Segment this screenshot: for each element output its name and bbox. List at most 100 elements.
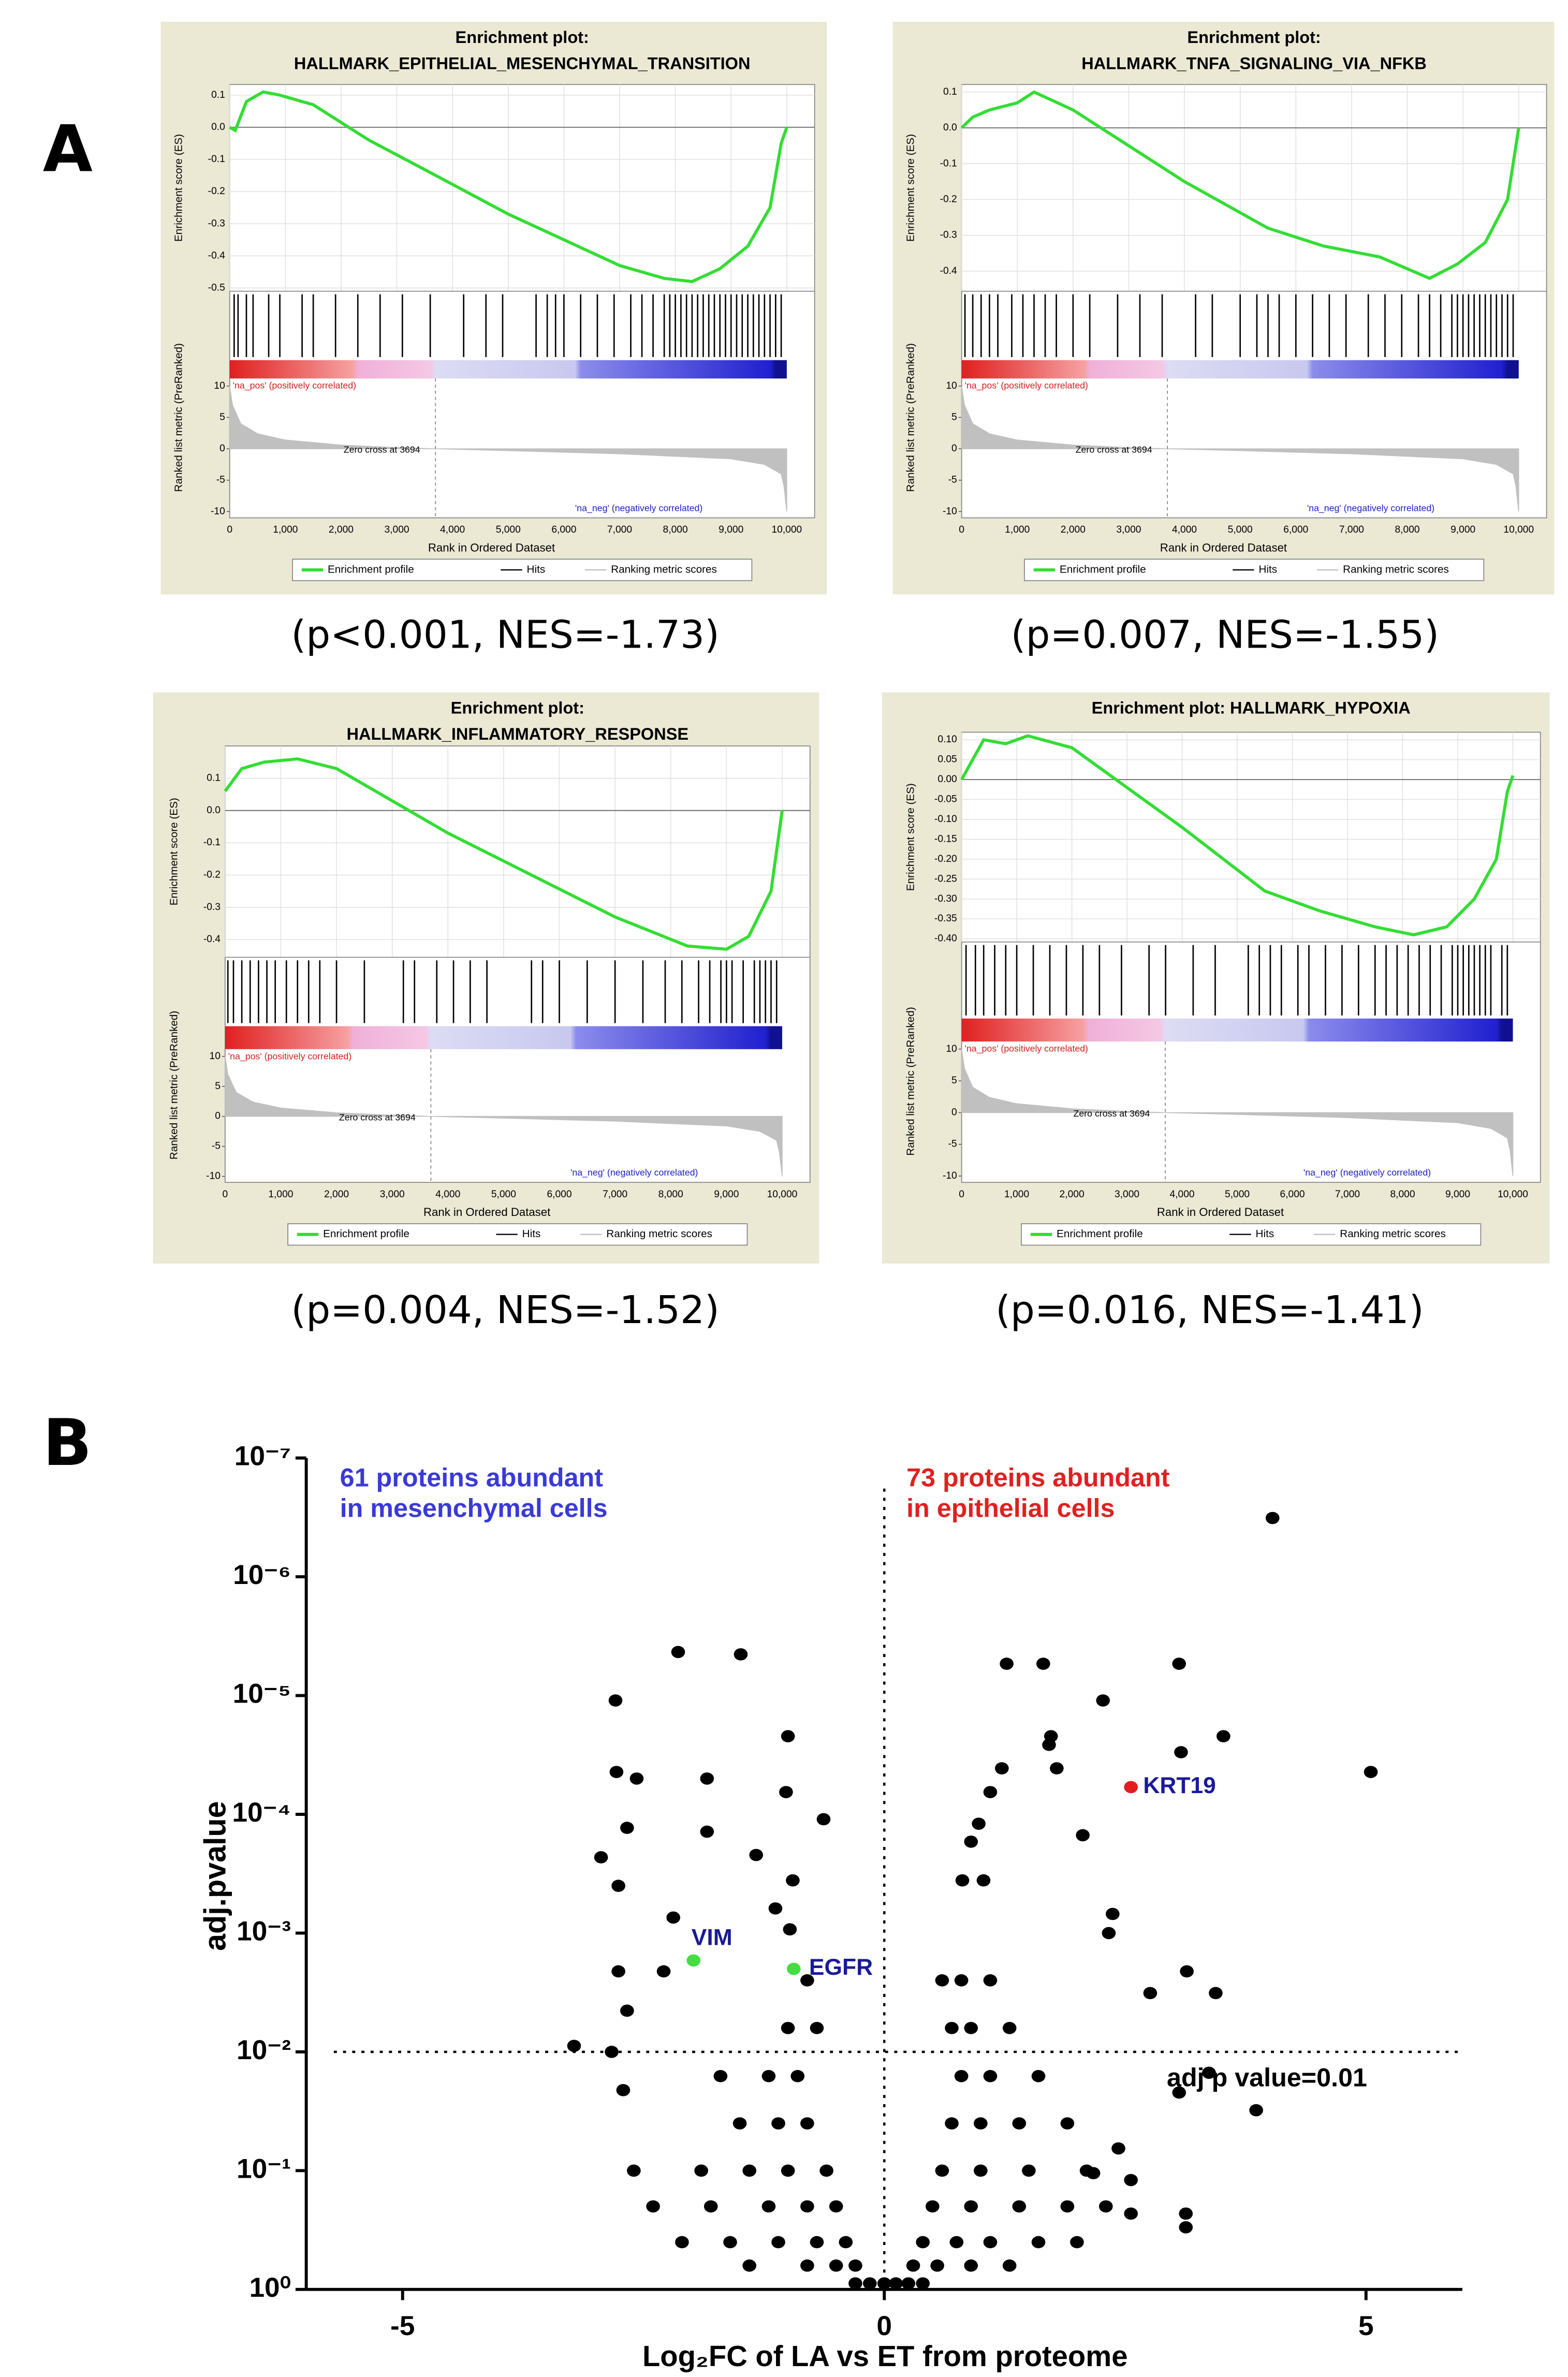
data-point <box>954 1974 969 1987</box>
x-tick-label: 1,000 <box>268 1189 293 1200</box>
data-point <box>945 2117 959 2130</box>
x-tick-label: 8,000 <box>1395 524 1419 535</box>
y-tick-label: -0.3 <box>208 218 225 229</box>
neg-label: 'na_neg' (negatively correlated) <box>570 1167 698 1178</box>
y-tick-label: 0.1 <box>211 90 225 100</box>
x-tick-label: 7,000 <box>1335 1189 1360 1200</box>
data-point <box>810 2022 824 2034</box>
x-tick-label: 10,000 <box>1503 524 1534 535</box>
data-point <box>1249 2104 1263 2117</box>
data-point <box>771 2117 785 2130</box>
annotation: in mesenchymal cells <box>340 1493 608 1522</box>
data-point <box>916 2236 930 2249</box>
point-label: VIM <box>692 1925 732 1950</box>
legend-label: Enrichment profile <box>1057 1228 1143 1240</box>
data-point <box>1202 2066 1216 2079</box>
data-point <box>1102 1927 1116 1940</box>
x-tick-label: 0 <box>876 2311 892 2341</box>
x-tick-label: 2,000 <box>1060 1189 1085 1200</box>
es-line <box>224 757 784 951</box>
data-point <box>1265 1512 1280 1524</box>
y-tick-label: 10⁻² <box>237 2035 291 2065</box>
data-point <box>608 1694 623 1707</box>
y2-tick-label: 5 <box>951 412 957 422</box>
x-axis-title: Rank in Ordered Dataset <box>428 541 555 554</box>
point-label: EGFR <box>809 1955 873 1980</box>
x-tick-label: 9,000 <box>1445 1189 1470 1200</box>
data-point <box>954 2070 969 2082</box>
data-point <box>761 2200 776 2213</box>
point-label: KRT19 <box>1143 1773 1216 1798</box>
annotation: 61 proteins abundant <box>340 1462 604 1492</box>
data-point <box>700 1825 714 1838</box>
y2-tick-label: 5 <box>219 412 225 422</box>
x-tick-label: -5 <box>390 2311 415 2341</box>
legend-box <box>287 1223 748 1246</box>
x-tick-label: 9,000 <box>719 524 743 535</box>
x-axis-title: Rank in Ordered Dataset <box>423 1206 550 1219</box>
data-point <box>616 2083 631 2096</box>
x-axis-title: Log₂FC of LA vs ET from proteome <box>642 2340 1128 2372</box>
y-axis-title: Enrichment score (ES) <box>173 134 185 242</box>
x-tick-label: 5,000 <box>1228 524 1253 535</box>
y-tick-label: -0.4 <box>203 934 221 945</box>
data-point <box>1042 1738 1056 1751</box>
neg-label: 'na_neg' (negatively correlated) <box>1307 503 1434 513</box>
x-tick-label: 2,000 <box>324 1189 349 1200</box>
data-point <box>983 1786 998 1798</box>
es-line <box>960 90 1520 280</box>
data-point <box>742 2164 757 2177</box>
metric-area <box>961 1049 1514 1176</box>
highlight-point <box>786 1962 801 1975</box>
pos-label: 'na_pos' (positively correlated) <box>965 380 1088 391</box>
x-tick-label: 5,000 <box>496 524 521 535</box>
data-point <box>848 2277 862 2290</box>
data-point <box>994 1762 1009 1774</box>
y-axis-title: adj.pvalue <box>198 1801 232 1950</box>
legend-label: Ranking metric scores <box>611 563 717 575</box>
x-tick-label: 10,000 <box>767 1189 798 1200</box>
data-point <box>983 2236 998 2249</box>
y-tick-label: 0.0 <box>207 805 221 816</box>
neg-label: 'na_neg' (negatively correlated) <box>575 503 702 513</box>
y-tick-label: 10⁻⁵ <box>233 1679 291 1709</box>
legend-label: Ranking metric scores <box>1340 1228 1446 1240</box>
y-tick-label: -0.2 <box>203 869 221 880</box>
data-point <box>974 2164 988 2177</box>
highlight-point <box>686 1954 701 1967</box>
x-tick-label: 3,000 <box>1115 1189 1139 1200</box>
legend-label: Hits <box>1258 563 1277 575</box>
data-point <box>1070 2236 1084 2249</box>
data-point <box>605 2046 619 2058</box>
x-tick-label: 0 <box>222 1189 228 1200</box>
legend-label: Enrichment profile <box>328 563 414 575</box>
data-point <box>1060 2200 1075 2213</box>
data-point <box>609 1766 624 1778</box>
y-tick-label: -0.3 <box>203 902 221 913</box>
data-point <box>781 1730 795 1742</box>
color-bar <box>961 360 1519 379</box>
data-point <box>1031 2070 1046 2082</box>
x-tick-label: 6,000 <box>1280 1189 1305 1200</box>
x-tick-label: 7,000 <box>1339 524 1364 535</box>
data-point <box>1172 1657 1186 1670</box>
y-tick-label: -0.30 <box>934 893 957 904</box>
chart-title: HALLMARK_INFLAMMATORY_RESPONSE <box>347 725 689 743</box>
panel-label: A <box>43 112 93 187</box>
y-tick-label: 0.0 <box>943 122 957 133</box>
y2-tick-label: 5 <box>951 1075 957 1086</box>
data-point <box>1079 2164 1094 2177</box>
y2-tick-label: 5 <box>215 1081 221 1092</box>
data-point <box>848 2259 862 2272</box>
zero-cross-label: Zero cross at 3694 <box>1076 445 1152 455</box>
data-point <box>1124 2174 1138 2187</box>
chart-title: Enrichment plot: <box>451 699 584 717</box>
data-point <box>723 2236 737 2249</box>
chart-title: Enrichment plot: <box>1187 28 1321 47</box>
x-tick-label: 5,000 <box>1225 1189 1250 1200</box>
data-point <box>889 2277 903 2290</box>
data-point <box>983 2070 998 2082</box>
data-point <box>768 1902 783 1915</box>
y-tick-label: 10⁻³ <box>237 1916 291 1946</box>
y2-tick-label: -5 <box>212 1141 221 1152</box>
